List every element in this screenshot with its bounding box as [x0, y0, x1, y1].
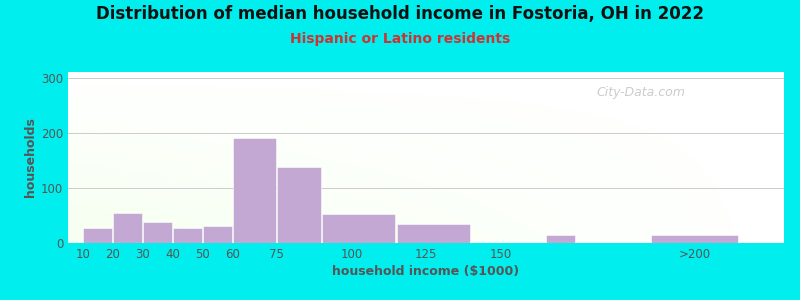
Bar [650, 235, 738, 243]
Bar [322, 214, 395, 243]
Bar [546, 235, 575, 243]
Bar [397, 224, 470, 243]
Text: City-Data.com: City-Data.com [596, 86, 686, 99]
Bar [83, 228, 113, 243]
Bar [113, 213, 142, 243]
Text: Distribution of median household income in Fostoria, OH in 2022: Distribution of median household income … [96, 4, 704, 22]
Y-axis label: households: households [24, 118, 37, 197]
Bar [202, 226, 232, 243]
Bar [143, 222, 172, 243]
Bar [233, 138, 276, 243]
Text: Hispanic or Latino residents: Hispanic or Latino residents [290, 32, 510, 46]
X-axis label: household income ($1000): household income ($1000) [333, 265, 519, 278]
Bar [278, 167, 321, 243]
Bar [173, 228, 202, 243]
